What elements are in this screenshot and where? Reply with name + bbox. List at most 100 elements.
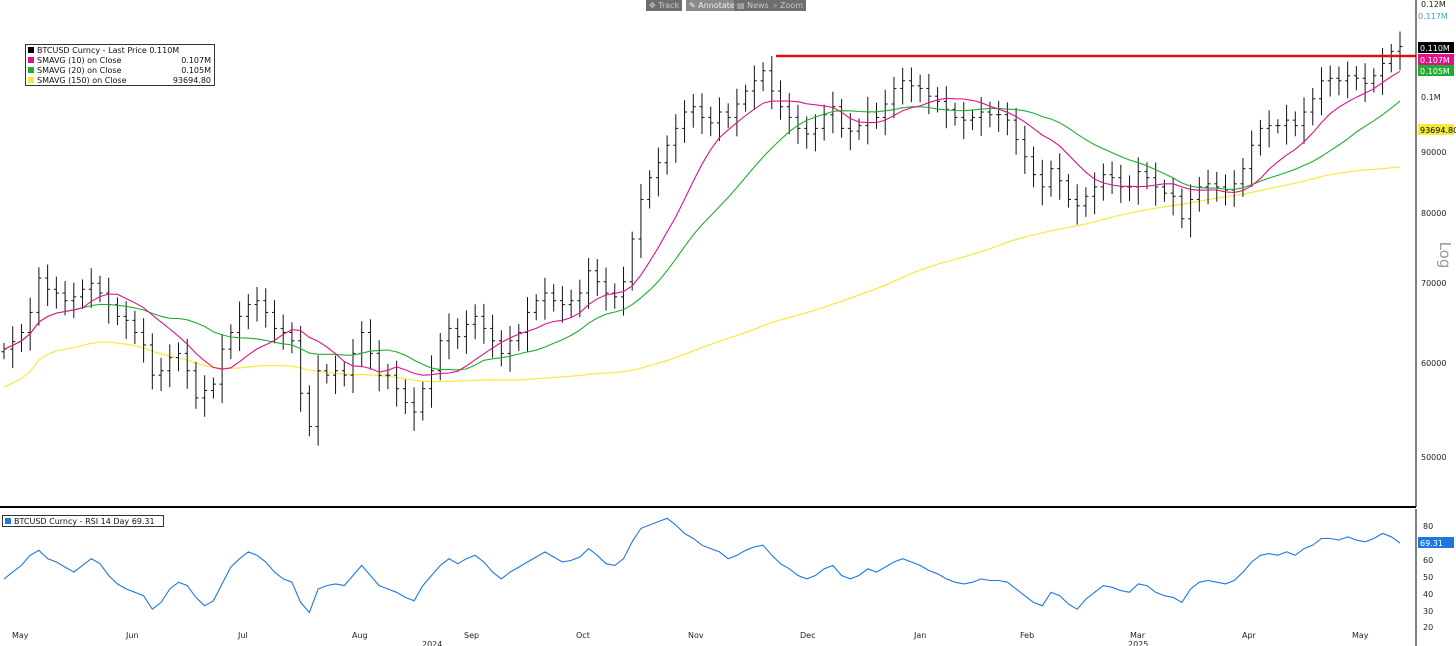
- legend-label-sma150: SMAVG (150) on Close: [37, 75, 127, 85]
- ohlc-bar: [245, 294, 251, 330]
- legend-swatch-rsi: [5, 518, 11, 524]
- month-label-11: Apr: [1242, 631, 1257, 640]
- ohlc-bar: [455, 318, 461, 349]
- legend-swatch-sma10: [28, 57, 34, 63]
- ohlc-bar: [568, 289, 574, 319]
- legend-label-sma10: SMAVG (10) on Close: [37, 55, 122, 65]
- axis-tick-2: 80000: [1421, 209, 1446, 218]
- ohlc-bar: [786, 93, 792, 135]
- annotate-icon: ✎: [689, 1, 696, 10]
- rsi-legend[interactable]: BTCUSD Curncy - RSI 14 Day 69.31: [2, 515, 164, 527]
- price-legend[interactable]: BTCUSD Curncy - Last Price 0.110M SMAVG …: [25, 44, 215, 86]
- ohlc-bar: [97, 275, 103, 303]
- ohlc-bar: [1127, 175, 1133, 202]
- ohlc-bar: [699, 93, 705, 135]
- sma10-tag: 0.107M: [1418, 54, 1454, 65]
- sma20-tag: 0.105M: [1418, 65, 1454, 76]
- axis-tick-4: 60000: [1421, 359, 1446, 368]
- track-icon: ✥: [649, 1, 656, 10]
- axis-top-tick: 0.12M: [1421, 0, 1446, 9]
- sma20-tag-text: 0.105M: [1420, 67, 1450, 76]
- rsi-tag: 69.31: [1418, 537, 1454, 548]
- ohlc-bar: [943, 86, 949, 129]
- ohlc-bar: [176, 342, 181, 372]
- month-label-1: Jun: [125, 631, 139, 640]
- ohlc-bar: [1231, 170, 1237, 207]
- ohlc-bar: [1257, 119, 1263, 156]
- ohlc-bar: [202, 375, 208, 417]
- ohlc-bar: [219, 333, 225, 404]
- ohlc-bar: [184, 338, 190, 389]
- ohlc-bar: [437, 332, 443, 381]
- month-label-8: Jan: [913, 631, 926, 640]
- sma150-tag-text: 93694.80: [1420, 126, 1456, 135]
- ohlc-bar: [734, 88, 740, 137]
- ohlc-bar: [402, 379, 408, 414]
- rsi-tick-3: 50: [1423, 573, 1433, 582]
- rsi-tick-5: 30: [1423, 607, 1433, 616]
- news-icon: ▤: [737, 1, 745, 10]
- legend-row-sma10: SMAVG (10) on Close 0.107M: [26, 55, 214, 65]
- ohlc-bar: [420, 381, 426, 421]
- ohlc-bar: [612, 283, 618, 309]
- ohlc-bar: [167, 344, 173, 388]
- annotate-label: Annotate: [698, 1, 735, 10]
- ohlc-bar: [978, 97, 984, 136]
- rsi-line: [3, 517, 1401, 614]
- ohlc-bar: [315, 355, 321, 446]
- ohlc-bar: [586, 257, 592, 309]
- ohlc-bar: [463, 310, 469, 354]
- ohlc-bar: [908, 67, 914, 103]
- ohlc-bar: [80, 279, 86, 309]
- month-label-2: Jul: [237, 631, 248, 640]
- ohlc-bar: [132, 310, 138, 345]
- ohlc-bar: [1083, 187, 1089, 217]
- ohlc-bar: [367, 319, 373, 370]
- ohlc-bar: [341, 361, 347, 387]
- rsi-tick-4: 40: [1423, 590, 1433, 599]
- ohlc-bar: [1065, 174, 1071, 208]
- ohlc-bar: [1196, 176, 1202, 212]
- ohlc-bar: [839, 98, 845, 138]
- ohlc-bar: [298, 325, 304, 412]
- legend-row-sma20: SMAVG (20) on Close 0.105M: [26, 65, 214, 75]
- annotate-button[interactable]: ✎ Annotate: [686, 0, 738, 11]
- ohlc-bar: [71, 282, 77, 319]
- ohlc-bar: [865, 96, 871, 145]
- rsi-tick-0: 80: [1423, 522, 1433, 531]
- ohlc-bar: [1388, 43, 1394, 73]
- ohlc-bar: [1048, 160, 1054, 197]
- ohlc-bar: [821, 104, 827, 141]
- ohlc-bar: [917, 74, 923, 103]
- news-button[interactable]: ▤ News: [734, 0, 772, 11]
- legend-value-sma150: 93694.80: [172, 75, 211, 85]
- ohlc-bar: [559, 286, 565, 323]
- ohlc-bar: [1161, 179, 1167, 202]
- ohlc-bar: [149, 333, 155, 390]
- legend-label-sma20: SMAVG (20) on Close: [37, 65, 122, 75]
- year-label-2025: 2025: [1128, 640, 1148, 646]
- rsi-tag-text: 69.31: [1420, 539, 1443, 548]
- ohlc-bar: [603, 267, 609, 311]
- legend-swatch-last-price: [28, 47, 34, 53]
- last-price-tag: 0.110M: [1418, 42, 1454, 53]
- ohlc-bar: [594, 259, 600, 297]
- ohlc-bar: [507, 325, 513, 372]
- ohlc-bar: [516, 324, 522, 351]
- ohlc-bar: [725, 103, 731, 129]
- ohlc-bar: [376, 340, 382, 392]
- ohlc-bar: [10, 326, 16, 369]
- ohlc-bar: [690, 93, 696, 128]
- ohlc-bar: [629, 231, 635, 291]
- track-button[interactable]: ✥ Track: [646, 0, 683, 11]
- ohlc-bar: [1310, 87, 1316, 126]
- ohlc-bar: [525, 297, 530, 352]
- legend-row-rsi: BTCUSD Curncy - RSI 14 Day 69.31: [3, 516, 163, 526]
- ohlc-bar: [446, 313, 452, 360]
- zoom-button[interactable]: ⌕ Zoom: [770, 0, 807, 11]
- ohlc-bar: [1022, 125, 1028, 174]
- axis-tick-1: 90000: [1421, 148, 1446, 157]
- ohlc-bar: [1397, 31, 1403, 71]
- ohlc-bar: [830, 91, 836, 134]
